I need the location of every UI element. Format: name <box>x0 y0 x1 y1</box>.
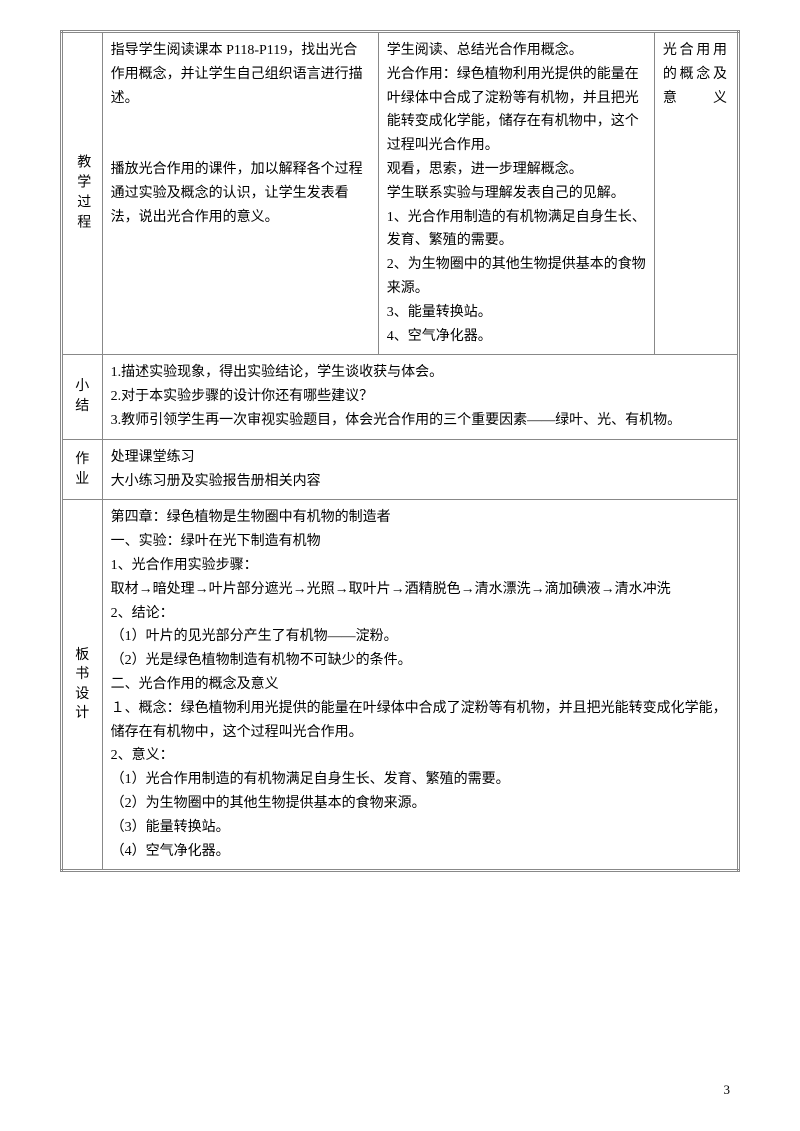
board-l4: 取材→暗处理→叶片部分遮光→光照→取叶片→酒精脱色→清水漂洗→滴加碘液→清水冲洗 <box>111 578 729 602</box>
homework-label: 作业 <box>67 450 98 489</box>
lesson-plan-table: 教学过程 指导学生阅读课本 P118-P119，找出光合作用概念，并让学生自己组… <box>60 30 740 872</box>
homework-content-cell: 处理课堂练习 大小练习册及实验报告册相关内容 <box>102 439 738 500</box>
board-l14: （4）空气净化器。 <box>111 840 729 864</box>
summary-l3: 3.教师引领学生再一次审视实验题目，体会光合作用的三个重要因素——绿叶、光、有机… <box>111 409 729 433</box>
teacher-p2: 播放光合作用的课件，加以解释各个过程通过实验及概念的认识，让学生发表看法，说出光… <box>111 158 370 229</box>
student-l4: 4、空气净化器。 <box>387 325 646 349</box>
student-l2: 2、为生物圈中的其他生物提供基本的食物来源。 <box>387 253 646 301</box>
note-cell: 光合用用的概念及意义 <box>654 32 738 355</box>
board-l10: 2、意义： <box>111 744 729 768</box>
student-p2: 光合作用：绿色植物利用光提供的能量在叶绿体中合成了淀粉等有机物，并且把光能转变成… <box>387 63 646 158</box>
student-activity-cell: 学生阅读、总结光合作用概念。 光合作用：绿色植物利用光提供的能量在叶绿体中合成了… <box>378 32 654 355</box>
homework-l1: 处理课堂练习 <box>111 446 729 470</box>
board-l13: （3）能量转换站。 <box>111 816 729 840</box>
board-label: 板书设计 <box>67 646 98 724</box>
process-label-cell: 教学过程 <box>62 32 103 355</box>
teacher-activity-cell: 指导学生阅读课本 P118-P119，找出光合作用概念，并让学生自己组织语言进行… <box>102 32 378 355</box>
homework-label-cell: 作业 <box>62 439 103 500</box>
board-label-cell: 板书设计 <box>62 500 103 871</box>
homework-l2: 大小练习册及实验报告册相关内容 <box>111 470 729 494</box>
process-note: 光合用用的概念及意义 <box>663 39 729 110</box>
summary-label: 小结 <box>67 377 98 416</box>
summary-content-cell: 1.描述实验现象，得出实验结论，学生谈收获与体会。 2.对于本实验步骤的设计你还… <box>102 355 738 439</box>
board-l11: （1）光合作用制造的有机物满足自身生长、发育、繁殖的需要。 <box>111 768 729 792</box>
process-label: 教学过程 <box>70 154 94 234</box>
summary-label-cell: 小结 <box>62 355 103 439</box>
student-p4: 学生联系实验与理解发表自己的见解。 <box>387 182 646 206</box>
summary-l2: 2.对于本实验步骤的设计你还有哪些建议？ <box>111 385 729 409</box>
summary-l1: 1.描述实验现象，得出实验结论，学生谈收获与体会。 <box>111 361 729 385</box>
student-p3: 观看，思索，进一步理解概念。 <box>387 158 646 182</box>
board-l6: （1）叶片的见光部分产生了有机物——淀粉。 <box>111 625 729 649</box>
board-content-cell: 第四章：绿色植物是生物圈中有机物的制造者 一、实验：绿叶在光下制造有机物 1、光… <box>102 500 738 871</box>
board-l12: （2）为生物圈中的其他生物提供基本的食物来源。 <box>111 792 729 816</box>
board-l8: 二、光合作用的概念及意义 <box>111 673 729 697</box>
board-l5: 2、结论： <box>111 602 729 626</box>
teacher-p1: 指导学生阅读课本 P118-P119，找出光合作用概念，并让学生自己组织语言进行… <box>111 39 370 110</box>
board-l3: 1、光合作用实验步骤： <box>111 554 729 578</box>
page-number: 3 <box>724 1079 731 1101</box>
board-l7: （2）光是绿色植物制造有机物不可缺少的条件。 <box>111 649 729 673</box>
board-l2: 一、实验：绿叶在光下制造有机物 <box>111 530 729 554</box>
student-l1: 1、光合作用制造的有机物满足自身生长、发育、繁殖的需要。 <box>387 206 646 254</box>
student-l3: 3、能量转换站。 <box>387 301 646 325</box>
student-p1: 学生阅读、总结光合作用概念。 <box>387 39 646 63</box>
board-l1: 第四章：绿色植物是生物圈中有机物的制造者 <box>111 506 729 530</box>
board-l9: １、概念：绿色植物利用光提供的能量在叶绿体中合成了淀粉等有机物，并且把光能转变成… <box>111 697 729 745</box>
